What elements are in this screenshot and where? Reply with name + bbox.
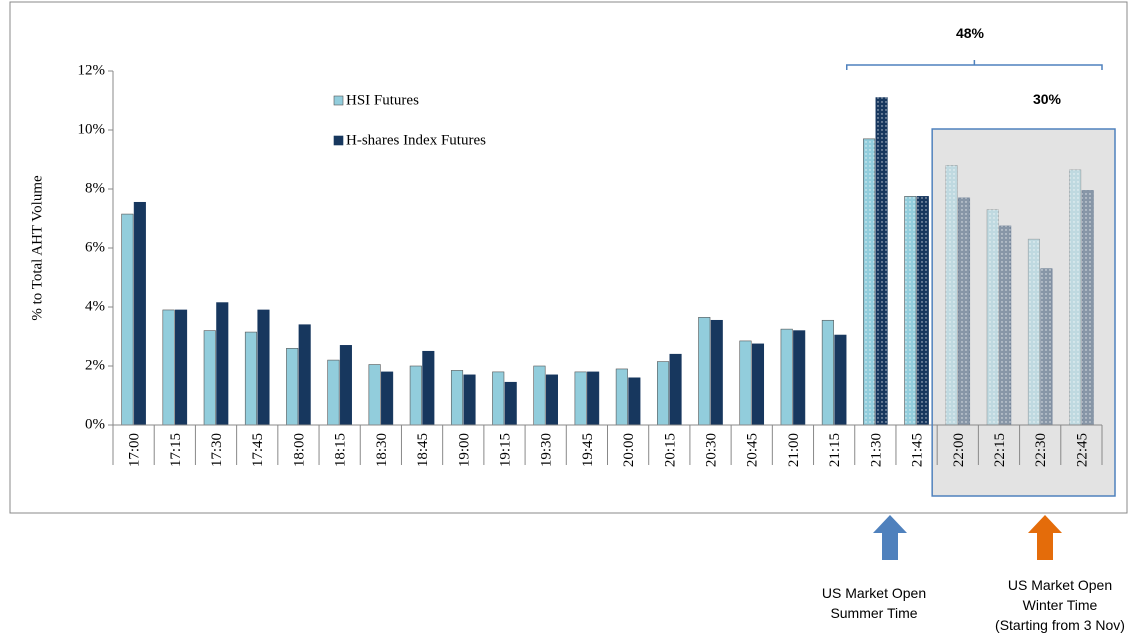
bar xyxy=(834,334,847,426)
x-tick-label: 18:00 xyxy=(291,433,307,467)
annotation-summer: US Market Open xyxy=(822,585,926,601)
x-tick-label: 19:45 xyxy=(580,433,596,467)
bar xyxy=(751,343,765,426)
bar xyxy=(381,371,394,426)
x-tick-label: 19:15 xyxy=(497,433,513,467)
bar xyxy=(203,330,216,426)
annotation-winter-open: (Starting from 3 Nov) xyxy=(995,617,1125,633)
bar xyxy=(216,302,229,426)
bar xyxy=(175,309,188,426)
bar xyxy=(628,377,641,426)
winter-box xyxy=(931,128,1116,497)
bar-pattern xyxy=(875,97,888,426)
annotation-winter-open: Winter Time xyxy=(1023,597,1098,613)
bar xyxy=(368,364,381,426)
x-tick-label: 21:45 xyxy=(910,433,926,467)
bar xyxy=(669,353,682,426)
bar xyxy=(257,309,270,426)
legend-label: H-shares Index Futures xyxy=(346,132,486,148)
bar xyxy=(545,374,558,426)
bar xyxy=(339,345,352,426)
bar xyxy=(244,331,258,426)
bar xyxy=(409,365,422,426)
y-tick-label: 8% xyxy=(85,180,105,196)
y-tick-label: 12% xyxy=(78,62,106,78)
x-tick-label: 21:00 xyxy=(786,433,802,467)
bar xyxy=(615,368,628,426)
bar xyxy=(739,340,752,426)
legend-swatch xyxy=(333,95,344,106)
y-tick-label: 0% xyxy=(85,416,105,432)
bar-pattern xyxy=(1069,169,1081,425)
x-tick-label: 21:15 xyxy=(827,433,843,467)
bar xyxy=(450,370,464,426)
x-tick-label: 18:30 xyxy=(374,433,390,467)
bar xyxy=(286,347,299,426)
bar-pattern xyxy=(945,165,958,425)
x-tick-label: 22:30 xyxy=(1033,433,1049,467)
bar xyxy=(298,324,311,426)
bar xyxy=(492,371,505,426)
bar xyxy=(162,309,175,426)
x-tick-label: 17:00 xyxy=(127,433,143,467)
bar xyxy=(657,361,670,426)
bar-pattern xyxy=(904,196,917,425)
y-tick-label: 10% xyxy=(78,121,106,137)
bar-pattern xyxy=(1040,268,1053,425)
annotation-winter: 30% xyxy=(1033,91,1062,107)
x-tick-label: 17:45 xyxy=(250,433,266,467)
bar-pattern xyxy=(958,197,970,425)
bracket xyxy=(846,60,1103,70)
legend-swatch xyxy=(333,135,344,146)
bar xyxy=(780,328,793,426)
bar xyxy=(121,213,134,426)
x-tick-label: 17:15 xyxy=(168,433,184,467)
x-tick-label: 18:15 xyxy=(333,433,349,467)
bar xyxy=(133,201,146,426)
bar xyxy=(793,330,806,426)
annotation-total: 48% xyxy=(956,25,985,41)
x-tick-label: 21:30 xyxy=(868,433,884,467)
arrow xyxy=(1028,515,1062,560)
x-tick-label: 19:00 xyxy=(456,433,472,467)
bar xyxy=(574,371,587,426)
annotation-summer: Summer Time xyxy=(830,605,917,621)
bar-pattern xyxy=(863,138,875,425)
bar xyxy=(587,371,600,426)
x-tick-label: 22:15 xyxy=(992,433,1008,467)
x-tick-label: 20:45 xyxy=(745,433,761,467)
x-tick-label: 22:00 xyxy=(951,433,967,467)
bar-pattern xyxy=(986,209,999,425)
x-tick-label: 18:45 xyxy=(415,433,431,467)
y-tick-label: 2% xyxy=(85,357,105,373)
bar-pattern xyxy=(917,196,929,425)
bar xyxy=(821,319,834,426)
x-tick-label: 17:30 xyxy=(209,433,225,467)
x-tick-label: 20:00 xyxy=(621,433,637,467)
bar-pattern xyxy=(999,225,1011,425)
bar xyxy=(698,317,711,426)
x-tick-label: 20:15 xyxy=(662,433,678,467)
bar xyxy=(533,365,546,426)
legend-label: HSI Futures xyxy=(346,92,419,108)
annotation-winter-open: US Market Open xyxy=(1008,577,1112,593)
bar-pattern xyxy=(1081,190,1094,425)
bar-pattern xyxy=(1028,239,1040,425)
bar xyxy=(327,359,340,426)
arrow xyxy=(873,515,907,560)
y-tick-label: 4% xyxy=(85,298,105,314)
bar xyxy=(422,350,435,426)
y-tick-label: 6% xyxy=(85,239,105,255)
y-axis-label: % to Total AHT Volume xyxy=(29,175,45,321)
chart-frame xyxy=(9,1,1128,514)
bar xyxy=(504,381,517,426)
x-tick-label: 20:30 xyxy=(704,433,720,467)
bar xyxy=(710,319,723,426)
x-tick-label: 22:45 xyxy=(1074,433,1090,467)
x-tick-label: 19:30 xyxy=(539,433,555,467)
bar xyxy=(463,374,476,426)
